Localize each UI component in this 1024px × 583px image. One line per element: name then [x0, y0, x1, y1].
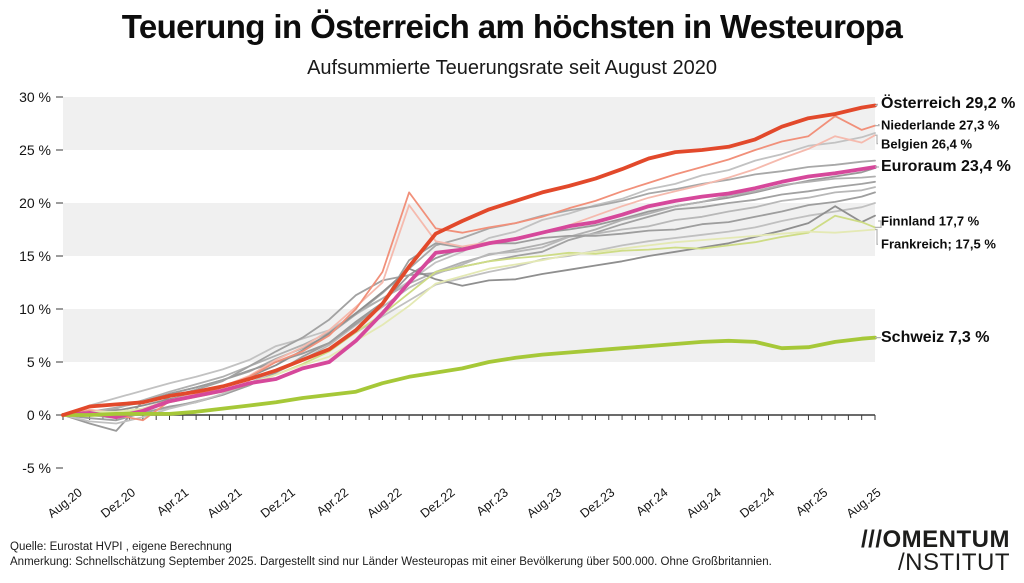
x-axis-label: Aug.25: [844, 485, 884, 520]
x-axis-label: Apr.24: [633, 485, 670, 518]
label-connector-niederlande: [875, 124, 880, 127]
y-axis-label: -5 %: [22, 460, 51, 476]
annotation-note: Anmerkung: Schnellschätzung September 20…: [10, 556, 772, 568]
x-axis-label: Aug.20: [45, 485, 85, 520]
x-axis-label: Apr.25: [793, 485, 830, 518]
x-axis-label: Aug.21: [205, 485, 245, 520]
y-axis-label: 10 %: [19, 301, 51, 317]
x-axis-label: Dez.23: [577, 485, 617, 520]
momentum-institut-logo: ///OMENTUM /NSTITUT: [861, 526, 1010, 576]
background-band: [63, 97, 875, 150]
x-axis-label: Dez.22: [418, 485, 458, 520]
label-connector-belgien: [875, 134, 878, 145]
page-subtitle: Aufsummierte Teuerungsrate seit August 2…: [307, 57, 717, 79]
x-axis-label: Dez.21: [258, 485, 298, 520]
logo-line-2: /NSTITUT: [898, 549, 1010, 576]
x-axis-label: Apr.23: [474, 485, 511, 518]
series-line-westeuropa-8: [62, 202, 876, 425]
y-axis-label: 15 %: [19, 248, 51, 264]
series-line-westeuropa-2: [62, 159, 876, 416]
y-axis-label: 25 %: [19, 142, 51, 158]
x-axis-label: Apr.22: [314, 485, 351, 518]
y-axis-label: 30 %: [19, 89, 51, 105]
logo-line-1: ///OMENTUM: [861, 526, 1010, 553]
x-axis-label: Aug.22: [364, 485, 404, 520]
series-line-oesterreich: [61, 103, 877, 417]
series-line-schweiz: [61, 335, 877, 417]
page-title: Teuerung in Österreich am höchsten in We…: [121, 8, 903, 45]
background-band: [63, 309, 875, 362]
x-axis-label: Dez.24: [737, 485, 777, 520]
y-axis-label: 5 %: [27, 354, 51, 370]
label-connector-frankreich: [875, 228, 878, 245]
label-connector-finnland: [875, 220, 882, 228]
series-line-euroraum: [61, 165, 877, 420]
x-axis-label: Apr.21: [154, 485, 191, 518]
x-axis-label: Aug.24: [684, 485, 724, 520]
y-axis-label: 20 %: [19, 195, 51, 211]
x-axis-label: Dez.20: [98, 485, 138, 520]
x-axis-label: Aug.23: [524, 485, 564, 520]
source-note: Quelle: Eurostat HVPI , eigene Berechnun…: [10, 541, 232, 553]
y-axis-label: 0 %: [27, 407, 51, 423]
label-connector-oesterreich: [875, 103, 878, 107]
